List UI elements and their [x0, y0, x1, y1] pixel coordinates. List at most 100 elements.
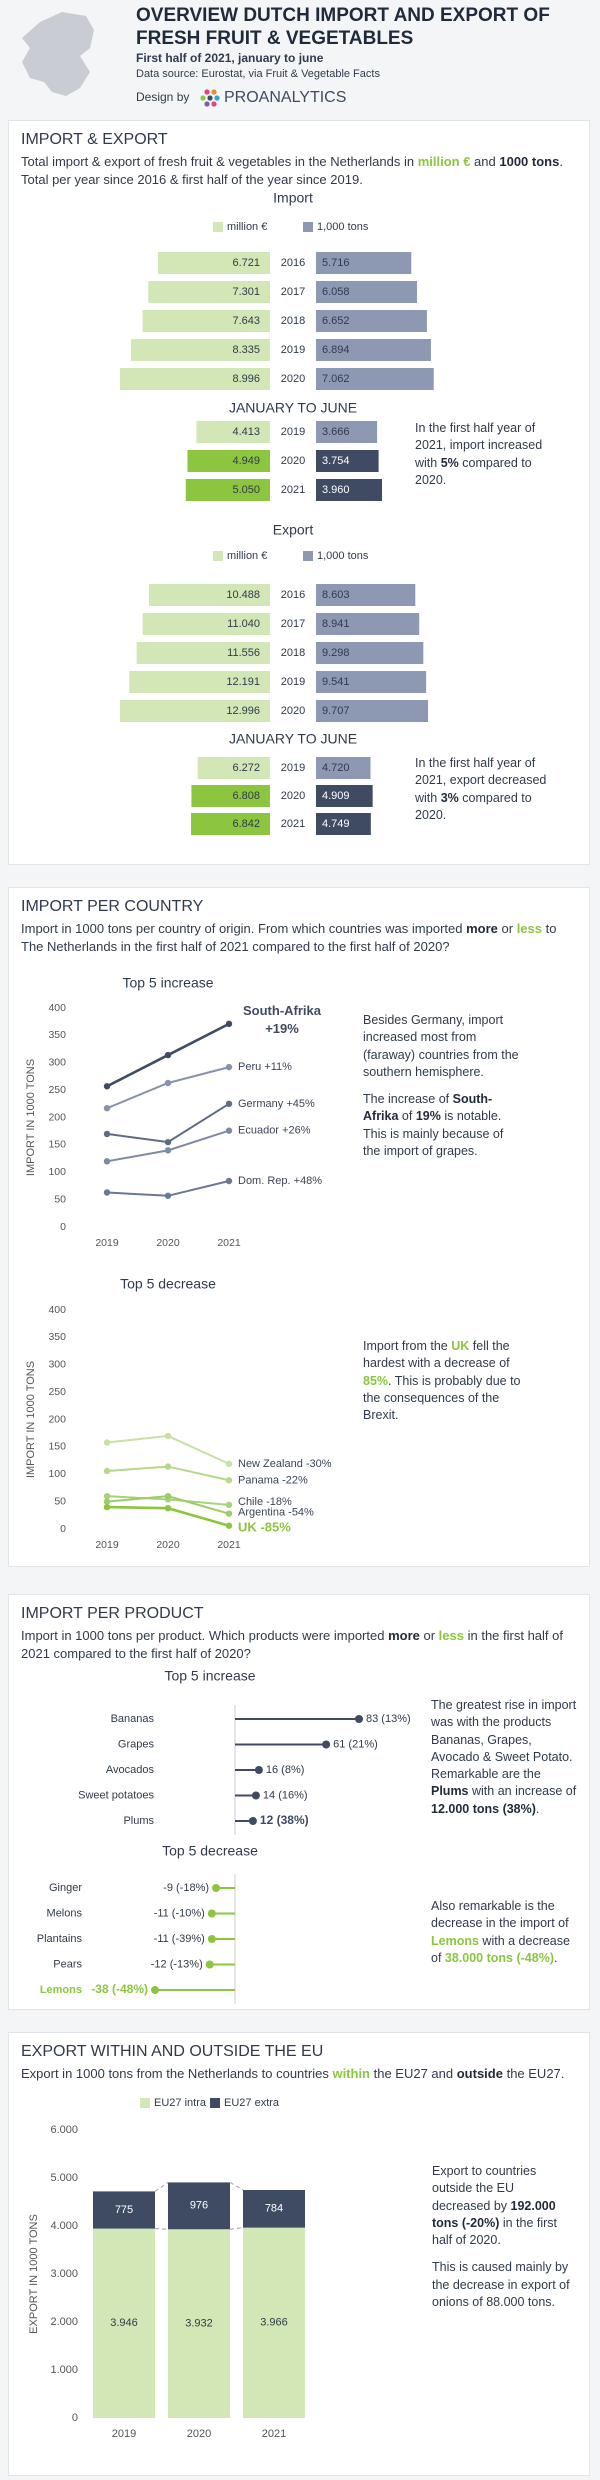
bar	[142, 310, 270, 332]
annotation-paragraph: In the first half year of 2021, export d…	[415, 755, 555, 824]
bar	[187, 450, 270, 472]
dot	[151, 1986, 159, 1994]
value-label: 9.298	[322, 647, 350, 659]
chart-title: Top 5 increase	[122, 975, 213, 991]
legend-swatch	[210, 2098, 220, 2108]
text-emphasis: outside	[456, 2066, 503, 2081]
x-tick-label: 2019	[95, 1539, 119, 1551]
category-label: 2020	[281, 373, 305, 385]
dot	[205, 1960, 214, 1969]
y-tick-label: 0	[60, 1221, 66, 1233]
legend-swatch	[303, 551, 313, 561]
legend-label: 1,000 tons	[317, 221, 369, 233]
series-change: +48%	[294, 1175, 323, 1187]
point	[225, 1510, 233, 1517]
point	[103, 1439, 111, 1446]
value-label: 6.652	[322, 315, 350, 327]
y-tick-label: 0	[60, 1523, 66, 1535]
text-run: of	[398, 1109, 416, 1124]
point	[225, 1063, 233, 1071]
legend-label: EU27 extra	[224, 2097, 280, 2109]
series-change: +26%	[282, 1125, 311, 1137]
series-change: +19%	[265, 1021, 299, 1036]
value-label: 6.721	[232, 257, 260, 269]
y-tick-label: 2.000	[50, 2316, 78, 2328]
bar	[316, 368, 434, 390]
value-label: 83 (13%)	[366, 1713, 411, 1725]
category-label: Melons	[47, 1907, 83, 1919]
point	[164, 1492, 172, 1500]
text-emphasis: more	[466, 921, 498, 936]
point	[164, 1147, 172, 1154]
text-emphasis: within	[332, 2066, 370, 2081]
section-title: IMPORT PER PRODUCT	[21, 1605, 204, 1622]
value-label: -12 (-13%)	[151, 1958, 203, 1970]
annotation-paragraph: Import from the UK fell the hardest with…	[363, 1338, 523, 1424]
text-emphasis: 192.000 tons (-20%)	[432, 2198, 556, 2230]
brand: PROANALYTICS	[224, 89, 346, 106]
value-label: 7.062	[322, 373, 350, 385]
title-line: FRESH FRUIT & VEGETABLES	[136, 28, 413, 49]
text-emphasis: 19%	[415, 1109, 441, 1124]
value-label: 7.643	[232, 315, 260, 327]
y-tick-label: 50	[54, 1495, 66, 1507]
text-run: compared to 2020.	[415, 790, 532, 822]
annotation: In the first half year of 2021, export d…	[415, 755, 555, 834]
legend-label: million €	[227, 550, 267, 562]
category-label: 2020	[281, 790, 305, 802]
bar	[148, 281, 270, 303]
series-line	[106, 1066, 230, 1110]
annotation-paragraph: Besides Germany, import increased most f…	[363, 1012, 523, 1081]
dot	[254, 1766, 263, 1774]
x-tick-label: 2021	[262, 2428, 286, 2440]
bar	[316, 700, 429, 722]
y-tick-label: 250	[48, 1386, 66, 1398]
series-label: Germany +45%	[238, 1098, 315, 1110]
section-box: IMPORT PER PRODUCT Import in 1000 tons pe…	[8, 1594, 590, 2010]
legend-label: 1,000 tons	[317, 550, 369, 562]
value-label: 6.272	[232, 762, 260, 774]
series-name: South-Afrika	[243, 1003, 322, 1018]
series-line	[106, 1129, 230, 1163]
text-emphasis: more	[388, 1628, 420, 1643]
point	[103, 1467, 111, 1475]
text-run: In the first half year of 2021, import i…	[415, 421, 543, 470]
point	[225, 1127, 233, 1134]
y-tick-label: 250	[48, 1084, 66, 1096]
point	[225, 1100, 233, 1108]
category-label: 2021	[281, 818, 305, 830]
annotation-paragraph: In the first half year of 2021, import i…	[415, 420, 555, 489]
point	[103, 1130, 111, 1138]
series-label: Ecuador +26%	[238, 1125, 311, 1137]
text-emphasis: less	[516, 921, 542, 936]
series-change: +45%	[286, 1098, 315, 1110]
text-run: Export to countries outside the EU decre…	[432, 2164, 537, 2213]
value-label: 8.603	[322, 589, 350, 601]
text-run: . This is probably due to the consequenc…	[363, 1373, 521, 1423]
text-emphasis: 1000 tons	[499, 154, 560, 169]
chart-title: Top 5 decrease	[120, 1276, 216, 1292]
connector	[229, 2227, 244, 2230]
value-label: 12.996	[226, 705, 260, 717]
value-label: -11 (-39%)	[154, 1933, 205, 1945]
section-title: IMPORT PER COUNTRY	[21, 898, 204, 915]
series-label: Dom. Rep. +48%	[238, 1175, 322, 1187]
value-label: 7.301	[232, 286, 260, 298]
bar-segment	[243, 2190, 305, 2228]
y-tick-label: 100	[48, 1468, 66, 1480]
dot	[355, 1715, 363, 1723]
y-tick-label: 5.000	[50, 2172, 78, 2184]
bar	[316, 281, 418, 303]
text-run: with an increase of	[468, 1784, 577, 1799]
series-change: +11%	[264, 1061, 292, 1073]
point	[164, 1079, 172, 1087]
annotation-paragraph: The increase of South-Afrika of 19% is n…	[363, 1091, 523, 1160]
value-label: 4.749	[322, 818, 350, 830]
value-label: 976	[190, 2200, 208, 2212]
title-line: OVERVIEW DUTCH IMPORT AND EXPORT OF	[136, 5, 550, 26]
section-intro: Import in 1000 tons per product. Which p…	[21, 1627, 576, 1663]
value-label: 61 (21%)	[333, 1738, 378, 1750]
series-label: UK -85%	[238, 1520, 291, 1535]
value-label: 9.707	[322, 705, 350, 717]
category-label: 2018	[281, 647, 305, 659]
